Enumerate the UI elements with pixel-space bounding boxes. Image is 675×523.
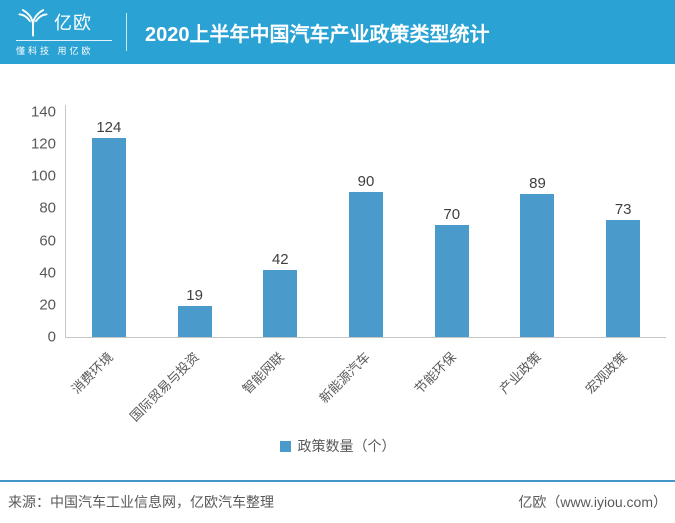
y-axis-tick-label: 100 bbox=[30, 167, 56, 185]
x-axis-category: 产业政策 bbox=[494, 340, 580, 436]
logo-name: 亿欧 bbox=[54, 13, 92, 33]
bar bbox=[434, 224, 469, 337]
footer-source-text: 来源：中国汽车工业信息网，亿欧汽车整理 bbox=[8, 493, 274, 510]
bar bbox=[91, 137, 126, 337]
y-axis-tick-label: 40 bbox=[39, 264, 56, 282]
bar-group: 19 bbox=[152, 288, 238, 337]
legend-label: 政策数量（个） bbox=[297, 438, 396, 454]
x-axis-category-label: 新能源汽车 bbox=[316, 349, 373, 406]
logo-row: 亿欧 bbox=[16, 7, 112, 37]
y-axis-tick-label: 20 bbox=[39, 296, 56, 314]
bar bbox=[606, 219, 641, 337]
x-axis-category: 节能环保 bbox=[408, 340, 494, 436]
bar-group: 70 bbox=[409, 205, 495, 337]
brand-logo: 亿欧 懂科技 用亿欧 bbox=[16, 7, 112, 57]
chart-legend: 政策数量（个） bbox=[0, 436, 675, 456]
x-axis-category-label: 产业政策 bbox=[496, 349, 545, 397]
bar-group: 73 bbox=[580, 202, 666, 337]
x-axis-category-label: 智能网联 bbox=[239, 349, 288, 397]
bar-value-label: 42 bbox=[271, 250, 289, 268]
bar bbox=[520, 193, 555, 337]
y-axis-tick-label: 120 bbox=[30, 135, 56, 153]
x-axis-category-label: 节能环保 bbox=[411, 349, 459, 397]
bar bbox=[177, 306, 212, 337]
bar-value-label: 124 bbox=[96, 118, 122, 136]
bar-value-label: 90 bbox=[357, 173, 375, 191]
x-axis-category: 国际贸易与投资 bbox=[127, 340, 237, 436]
bar bbox=[349, 192, 384, 337]
bar-value-label: 73 bbox=[614, 200, 632, 218]
bar-group: 89 bbox=[495, 176, 581, 337]
bar-chart: 0 20 40 60 80 100 120 140 124 19 42 90 70 89 73 消费环境国… bbox=[0, 64, 675, 480]
bar-value-label: 89 bbox=[529, 174, 546, 192]
header-divider bbox=[126, 13, 127, 51]
legend-swatch bbox=[279, 440, 291, 452]
bar bbox=[263, 269, 298, 337]
footer-brand-text: 亿欧（www.iyiou.com） bbox=[518, 493, 667, 510]
y-axis-labels: 0 20 40 60 80 100 120 140 bbox=[0, 64, 56, 480]
y-axis-tick-label: 60 bbox=[39, 232, 56, 250]
x-axis-category: 智能网联 bbox=[236, 340, 322, 436]
footer-bar: 来源：中国汽车工业信息网，亿欧汽车整理 亿欧（www.iyiou.com） bbox=[0, 480, 675, 521]
x-axis-category-label: 消费环境 bbox=[68, 349, 116, 397]
header-bar: 亿欧 懂科技 用亿欧 2020上半年中国汽车产业政策类型统计 bbox=[0, 0, 675, 64]
y-axis-tick-label: 0 bbox=[47, 328, 56, 346]
y-axis-tick-label: 140 bbox=[30, 103, 56, 121]
iyiou-logo-icon bbox=[18, 9, 48, 37]
bar-value-label: 19 bbox=[186, 287, 203, 305]
bar-group: 90 bbox=[323, 174, 409, 337]
bar-value-label: 70 bbox=[443, 205, 461, 223]
y-axis-tick-label: 80 bbox=[39, 199, 56, 217]
x-axis-category: 宏观政策 bbox=[579, 340, 665, 436]
logo-tagline: 懂科技 用亿欧 bbox=[16, 40, 112, 57]
x-axis-category-label: 宏观政策 bbox=[582, 349, 631, 397]
plot-area: 124 19 42 90 70 89 73 bbox=[65, 105, 666, 338]
bar-group: 124 bbox=[66, 120, 152, 337]
x-axis-category: 新能源汽车 bbox=[316, 340, 408, 436]
page-title: 2020上半年中国汽车产业政策类型统计 bbox=[145, 23, 490, 46]
x-axis-labels: 消费环境 国际贸易与投资 智能网联 新能源汽车 节能环保 产业政策 宏观政策 bbox=[65, 340, 665, 436]
bar-group: 42 bbox=[237, 250, 323, 337]
